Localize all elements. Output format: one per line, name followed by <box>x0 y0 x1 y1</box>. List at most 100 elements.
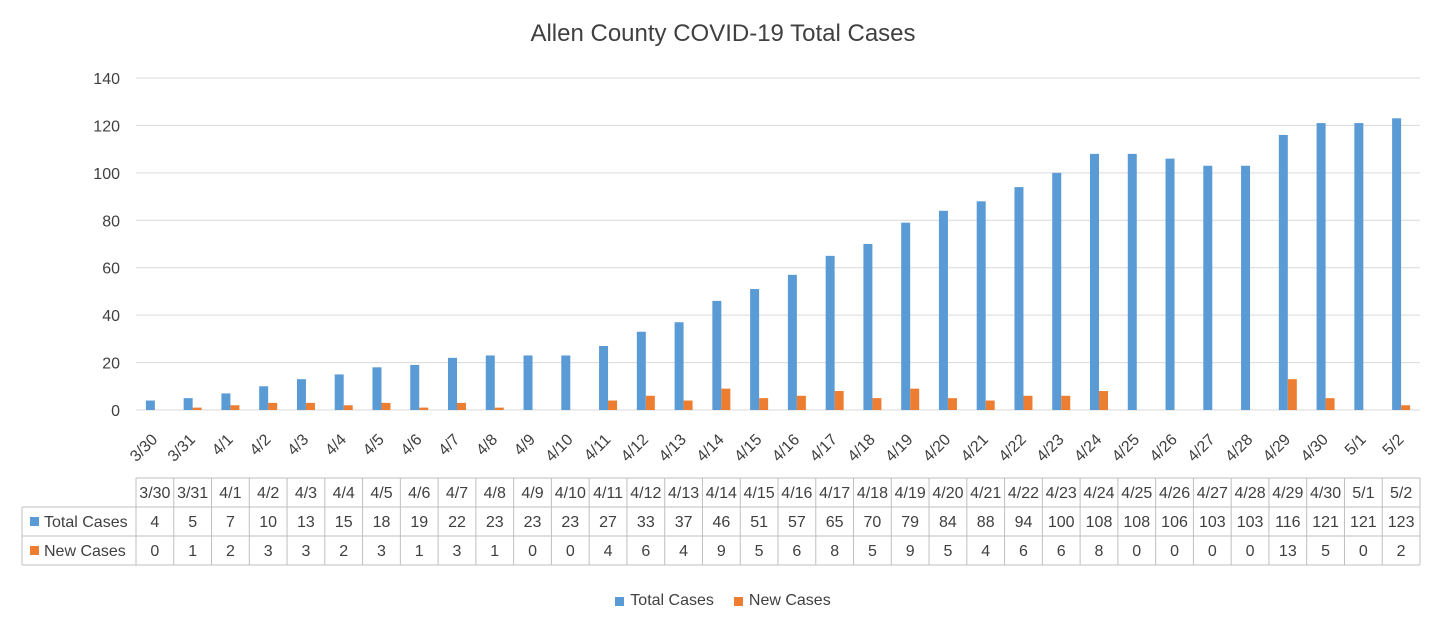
table-value-cell: 108 <box>1086 514 1113 531</box>
legend-swatch-new <box>733 596 743 606</box>
x-tick-label: 4/14 <box>694 431 728 465</box>
bar-new-cases <box>1287 379 1297 410</box>
table-header-cell: 4/11 <box>593 485 623 502</box>
bar-total-cases <box>825 255 835 410</box>
table-header-cell: 4/18 <box>857 485 888 502</box>
bar-total-cases <box>1165 158 1175 410</box>
x-tick-label: 4/1 <box>209 431 237 459</box>
x-tick-label: 4/2 <box>247 431 275 459</box>
table-header-cell: 4/3 <box>295 485 317 502</box>
table-value-cell: 1 <box>188 543 197 560</box>
table-header-cell: 4/2 <box>257 485 279 502</box>
table-value-cell: 22 <box>448 514 466 531</box>
table-value-cell: 5 <box>188 514 197 531</box>
table-value-cell: 94 <box>1015 514 1033 531</box>
table-value-cell: 6 <box>1019 543 1028 560</box>
bar-new-cases <box>1401 405 1411 410</box>
table-header-cell: 4/7 <box>446 485 468 502</box>
table-header-cell: 4/27 <box>1197 485 1228 502</box>
table-value-cell: 5 <box>755 543 764 560</box>
table-value-cell: 23 <box>524 514 542 531</box>
bar-total-cases <box>183 398 193 410</box>
x-tick-label: 4/23 <box>1034 431 1068 465</box>
table-value-cell: 84 <box>939 514 957 531</box>
table-value-cell: 6 <box>792 543 801 560</box>
table-value-cell: 103 <box>1199 514 1226 531</box>
table-value-cell: 7 <box>226 514 235 531</box>
bar-new-cases <box>457 402 466 410</box>
table-header-cell: 4/8 <box>484 485 506 502</box>
table-header-cell: 4/26 <box>1159 485 1190 502</box>
y-tick-label: 80 <box>102 213 120 230</box>
x-tick-label: 5/2 <box>1380 431 1408 459</box>
table-header-cell: 4/28 <box>1234 485 1265 502</box>
table-value-cell: 65 <box>826 514 844 531</box>
table-value-cell: 15 <box>335 514 353 531</box>
bar-total-cases <box>221 393 231 410</box>
bar-total-cases <box>1127 153 1137 410</box>
y-tick-label: 120 <box>93 118 120 135</box>
table-value-cell: 18 <box>373 514 391 531</box>
x-tick-label: 4/30 <box>1298 431 1332 465</box>
chart-title: Allen County COVID-19 Total Cases <box>530 20 916 47</box>
table-value-cell: 37 <box>675 514 693 531</box>
table-value-cell: 8 <box>830 543 839 560</box>
bar-new-cases <box>381 402 391 410</box>
table-value-cell: 3 <box>301 543 310 560</box>
table-value-cell: 3 <box>453 543 462 560</box>
x-tick-label: 4/8 <box>473 431 501 459</box>
table-value-cell: 5 <box>1321 543 1330 560</box>
table-value-cell: 121 <box>1350 514 1377 531</box>
table-value-cell: 51 <box>750 514 768 531</box>
y-tick-label: 60 <box>102 261 120 278</box>
x-tick-label: 4/16 <box>769 431 803 465</box>
bar-total-cases <box>863 244 873 410</box>
y-tick-label: 0 <box>111 403 120 420</box>
y-tick-label: 140 <box>93 71 120 88</box>
table-value-cell: 46 <box>712 514 730 531</box>
table-value-cell: 19 <box>410 514 428 531</box>
table-series-label: Total Cases <box>44 514 128 531</box>
x-tick-label: 5/1 <box>1342 431 1370 459</box>
bar-total-cases <box>523 355 533 410</box>
table-value-cell: 0 <box>1246 543 1255 560</box>
y-tick-label: 40 <box>102 308 120 325</box>
bar-total-cases <box>1014 187 1024 410</box>
table-header-cell: 5/1 <box>1352 485 1374 502</box>
x-tick-label: 4/25 <box>1109 431 1143 465</box>
bar-total-cases <box>372 367 382 410</box>
table-header-cell: 4/4 <box>333 485 355 502</box>
table-value-cell: 70 <box>864 514 882 531</box>
table-header-cell: 4/22 <box>1008 485 1039 502</box>
x-tick-label: 4/15 <box>731 431 765 465</box>
table-header-cell: 4/17 <box>819 485 850 502</box>
table-header-cell: 5/2 <box>1390 485 1412 502</box>
y-tick-label: 20 <box>102 356 120 373</box>
x-tick-label: 4/11 <box>581 431 614 464</box>
table-value-cell: 27 <box>599 514 617 531</box>
x-tick-label: 3/31 <box>165 431 199 465</box>
table-value-cell: 0 <box>1170 543 1179 560</box>
bar-new-cases <box>494 407 504 410</box>
bar-new-cases <box>834 391 844 410</box>
legend-swatch-total <box>615 596 625 606</box>
bar-total-cases <box>334 374 344 410</box>
bar-total-cases <box>485 355 495 410</box>
table-header-cell: 4/5 <box>370 485 392 502</box>
table-value-cell: 10 <box>259 514 277 531</box>
table-value-cell: 0 <box>566 543 575 560</box>
table-header-cell: 4/25 <box>1121 485 1152 502</box>
bar-total-cases <box>1316 123 1326 411</box>
legend: Total Cases New Cases <box>0 592 1446 610</box>
table-header-cell: 4/12 <box>630 485 661 502</box>
bar-total-cases <box>750 289 760 410</box>
bar-total-cases <box>145 400 155 410</box>
table-value-cell: 9 <box>717 543 726 560</box>
legend-label-new: New Cases <box>748 592 831 609</box>
table-value-cell: 116 <box>1275 514 1301 531</box>
bar-total-cases <box>296 379 306 410</box>
x-tick-label: 4/5 <box>360 431 388 459</box>
bar-total-cases <box>712 300 722 410</box>
bar-new-cases <box>230 405 240 410</box>
